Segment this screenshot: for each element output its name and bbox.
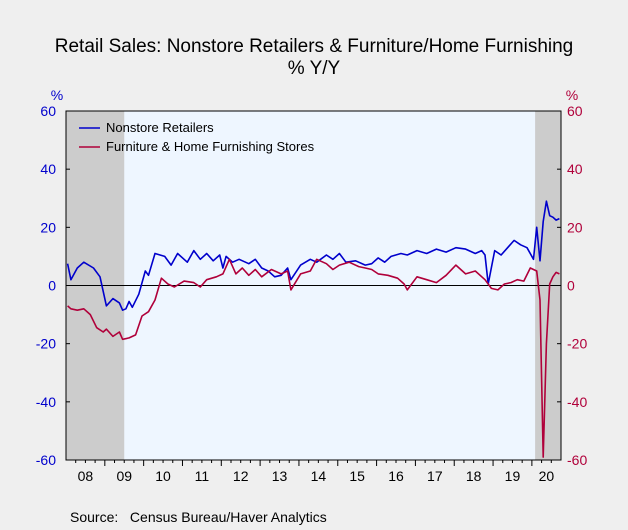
right-tick-label: 20 bbox=[567, 219, 583, 235]
right-y-axis: -60 -40 -20 0 20 40 60 bbox=[557, 103, 587, 468]
series-line-nonstore bbox=[66, 200, 560, 311]
left-tick-label: -40 bbox=[36, 394, 56, 410]
x-tick-label: 14 bbox=[311, 468, 327, 484]
x-tick-label: 08 bbox=[78, 468, 94, 484]
x-tick-label: 18 bbox=[466, 468, 482, 484]
x-tick-label: 10 bbox=[155, 468, 171, 484]
chart-subtitle: % Y/Y bbox=[288, 58, 341, 79]
right-tick-label: 60 bbox=[567, 103, 583, 119]
right-tick-label: -40 bbox=[567, 394, 587, 410]
x-tick-label: 13 bbox=[272, 468, 288, 484]
left-axis-unit: % bbox=[51, 87, 63, 103]
right-tick-label: 0 bbox=[567, 278, 575, 294]
left-tick-label: 40 bbox=[40, 161, 56, 177]
right-axis-unit: % bbox=[566, 87, 578, 103]
left-tick-label: -20 bbox=[36, 336, 56, 352]
left-tick-label: -60 bbox=[36, 452, 56, 468]
left-tick-label: 0 bbox=[48, 278, 56, 294]
right-tick-label: -60 bbox=[567, 452, 587, 468]
x-tick-label: 09 bbox=[116, 468, 132, 484]
x-tick-label: 11 bbox=[195, 468, 210, 484]
x-tick-label: 17 bbox=[427, 468, 443, 484]
x-tick-label: 20 bbox=[539, 468, 555, 484]
source-note: Source: Census Bureau/Haver Analytics bbox=[70, 509, 327, 525]
left-tick-label: 60 bbox=[40, 103, 56, 119]
legend-label-furniture: Furniture & Home Furnishing Stores bbox=[106, 139, 315, 154]
left-y-axis: -60 -40 -20 0 20 40 60 bbox=[36, 103, 70, 468]
series-line-furniture bbox=[67, 258, 560, 458]
chart-title: Retail Sales: Nonstore Retailers & Furni… bbox=[55, 36, 574, 57]
x-axis: 08 09 10 11 12 13 14 15 16 17 18 19 20 bbox=[75, 460, 555, 484]
x-tick-label: 16 bbox=[388, 468, 404, 484]
series-layer bbox=[66, 200, 560, 458]
right-tick-label: 40 bbox=[567, 161, 583, 177]
legend: Nonstore Retailers Furniture & Home Furn… bbox=[79, 120, 315, 154]
x-tick-label: 19 bbox=[505, 468, 521, 484]
legend-label-nonstore: Nonstore Retailers bbox=[106, 120, 214, 135]
x-tick-label: 12 bbox=[233, 468, 249, 484]
x-tick-label: 15 bbox=[349, 468, 365, 484]
right-tick-label: -20 bbox=[567, 336, 587, 352]
left-tick-label: 20 bbox=[40, 219, 56, 235]
